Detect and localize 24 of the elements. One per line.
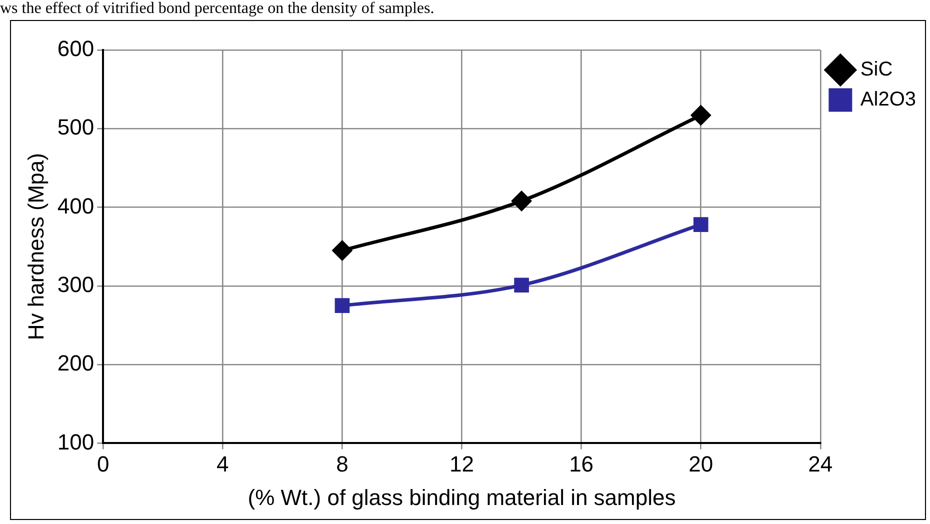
x-tick-label: 24 (808, 451, 833, 476)
x-tick-label: 8 (336, 451, 348, 476)
point (334, 298, 350, 313)
y-tick-label: 100 (57, 429, 94, 454)
x-tick-label: 16 (569, 451, 594, 476)
y-tick-label: 600 (57, 36, 94, 62)
legend-label: SiC (860, 58, 893, 81)
x-tick-label: 12 (450, 451, 474, 476)
point (332, 240, 352, 260)
point (693, 217, 708, 232)
y-axis-title: Hv hardness (Mpa) (23, 153, 48, 340)
point (512, 191, 532, 211)
y-tick-label: 400 (57, 193, 94, 218)
point (691, 106, 711, 126)
x-tick-label: 20 (688, 451, 714, 476)
y-tick-label: 500 (57, 114, 94, 140)
text: ws the effect of vitrified bond percentage on the density of samples. (0, 0, 434, 18)
x-axis-title: (% Wt.) of glass binding material in samples (248, 484, 676, 510)
x-tick-label: 4 (216, 451, 229, 476)
y-tick-label: 200 (57, 350, 94, 376)
legend-label: Al2O3 (860, 88, 916, 111)
y-tick-label: 300 (57, 272, 94, 297)
x-tick-label: 0 (96, 451, 110, 476)
point (514, 278, 529, 293)
